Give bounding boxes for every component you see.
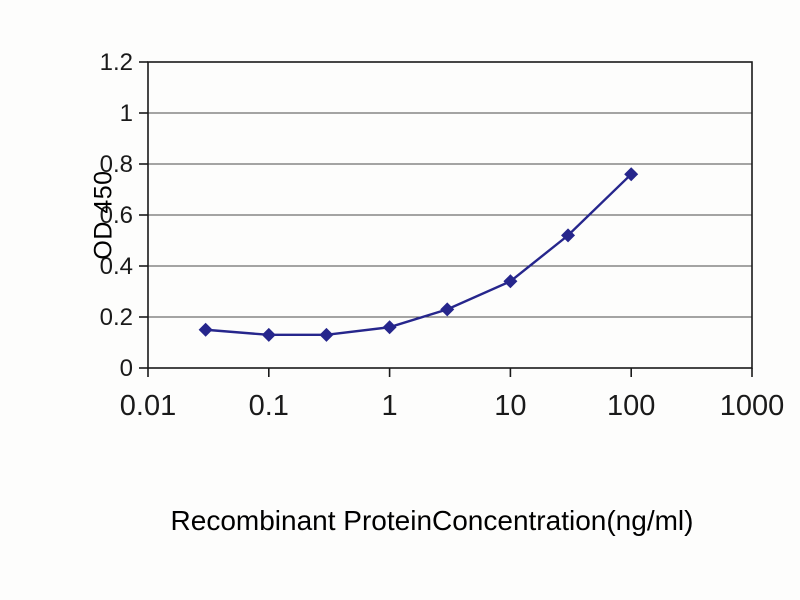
data-point-marker [561,228,576,243]
y-axis-title: OD 450 [89,170,118,260]
data-point-marker [440,302,455,317]
data-point-marker [261,327,276,342]
data-point-marker [198,322,213,337]
x-tick-label: 100 [607,390,655,422]
x-tick-label: 10 [494,390,526,422]
x-tick-label: 0.01 [120,390,176,422]
data-point-marker [319,327,334,342]
x-axis-title: Recombinant ProteinConcentration(ng/ml) [170,505,694,536]
y-tick-label: 0 [120,355,133,382]
y-tick-label: 0.8 [100,151,133,178]
y-tick-label: 0.6 [100,202,133,229]
y-tick-label: 0.2 [100,304,133,331]
y-tick-label: 1 [120,100,133,127]
x-tick-label: 1 [382,390,398,422]
data-point-marker [624,167,639,182]
data-line [205,173,633,337]
x-tick-label: 0.1 [249,390,289,422]
y-tick-label: 1.2 [100,49,133,76]
data-point-marker [382,320,397,335]
x-tick-label: 1000 [720,390,785,422]
y-tick-label: 0.4 [100,253,133,280]
data-point-marker [503,274,518,289]
